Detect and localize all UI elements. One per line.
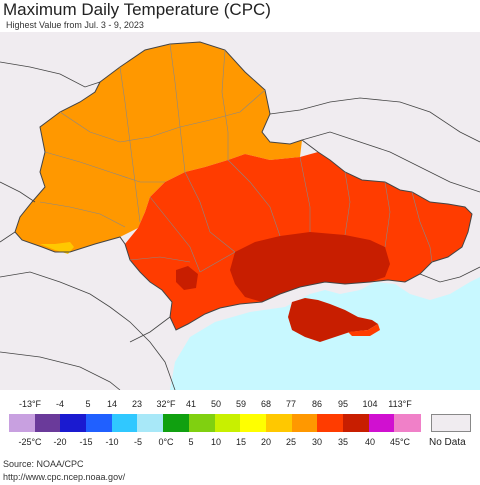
legend-swatch xyxy=(188,414,215,432)
legend-swatch xyxy=(317,414,344,432)
legend-c-label: -15 xyxy=(79,437,93,447)
legend-c-label: 10 xyxy=(210,437,222,447)
legend-f-label: 41 xyxy=(185,399,197,409)
source-url[interactable]: http://www.cpc.ncep.noaa.gov/ xyxy=(3,472,126,482)
legend-c-label: -20 xyxy=(53,437,67,447)
legend-no-data-swatch xyxy=(431,414,471,432)
legend-swatch xyxy=(163,414,190,432)
legend-c-label: 40 xyxy=(364,437,376,447)
map-title: Maximum Daily Temperature (CPC) xyxy=(3,0,271,19)
legend-swatch xyxy=(34,414,61,432)
region-darkred-west xyxy=(176,266,198,290)
legend-c-label: 20 xyxy=(260,437,272,447)
legend: -13°F -4 5 14 23 32°F 41 50 59 68 77 86 … xyxy=(0,392,480,456)
crimea-fringe xyxy=(348,324,380,336)
legend-swatch xyxy=(342,414,370,432)
legend-c-label: -25°C xyxy=(18,437,42,447)
region-orange xyxy=(15,42,302,252)
legend-swatch xyxy=(9,414,36,432)
legend-c-label: 30 xyxy=(311,437,323,447)
legend-c-label: 15 xyxy=(235,437,247,447)
legend-swatch xyxy=(265,414,293,432)
legend-f-label: 95 xyxy=(337,399,349,409)
legend-f-label: 68 xyxy=(260,399,272,409)
legend-swatch xyxy=(60,414,87,432)
legend-c-label: -5 xyxy=(133,437,143,447)
legend-c-label: 35 xyxy=(337,437,349,447)
admin-borders xyxy=(39,43,433,273)
legend-f-label: 14 xyxy=(106,399,118,409)
legend-swatch xyxy=(368,414,395,432)
legend-c-label: 25 xyxy=(285,437,297,447)
legend-swatch xyxy=(240,414,267,432)
neighbor-borders xyxy=(0,61,480,390)
legend-swatch xyxy=(137,414,164,432)
country-border xyxy=(14,41,473,331)
legend-f-label: 113°F xyxy=(388,399,412,409)
region-yellow xyxy=(40,242,74,254)
legend-f-label: -13°F xyxy=(18,399,42,409)
crimea xyxy=(288,298,378,342)
legend-swatch xyxy=(86,414,113,432)
legend-f-label: 32°F xyxy=(156,399,176,409)
legend-f-label: 59 xyxy=(235,399,247,409)
legend-f-label: 50 xyxy=(210,399,222,409)
legend-f-label: -4 xyxy=(55,399,65,409)
source-credit: Source: NOAA/CPC xyxy=(3,459,84,469)
legend-f-label: 104 xyxy=(362,399,378,409)
legend-f-label: 77 xyxy=(285,399,297,409)
temperature-map xyxy=(0,32,480,390)
legend-f-label: 23 xyxy=(131,399,143,409)
legend-f-label: 86 xyxy=(311,399,323,409)
region-darkred xyxy=(230,232,390,302)
legend-swatch xyxy=(111,414,138,432)
legend-swatch xyxy=(394,414,421,432)
legend-c-label: 45°C xyxy=(389,437,411,447)
legend-f-label: 5 xyxy=(85,399,91,409)
map-subtitle: Highest Value from Jul. 3 - 9, 2023 xyxy=(6,20,144,30)
legend-swatch xyxy=(291,414,318,432)
legend-c-label: 5 xyxy=(188,437,194,447)
legend-no-data-label: No Data xyxy=(429,437,466,448)
legend-c-label: -10 xyxy=(105,437,119,447)
legend-swatch xyxy=(214,414,241,432)
legend-c-label: 0°C xyxy=(158,437,174,447)
